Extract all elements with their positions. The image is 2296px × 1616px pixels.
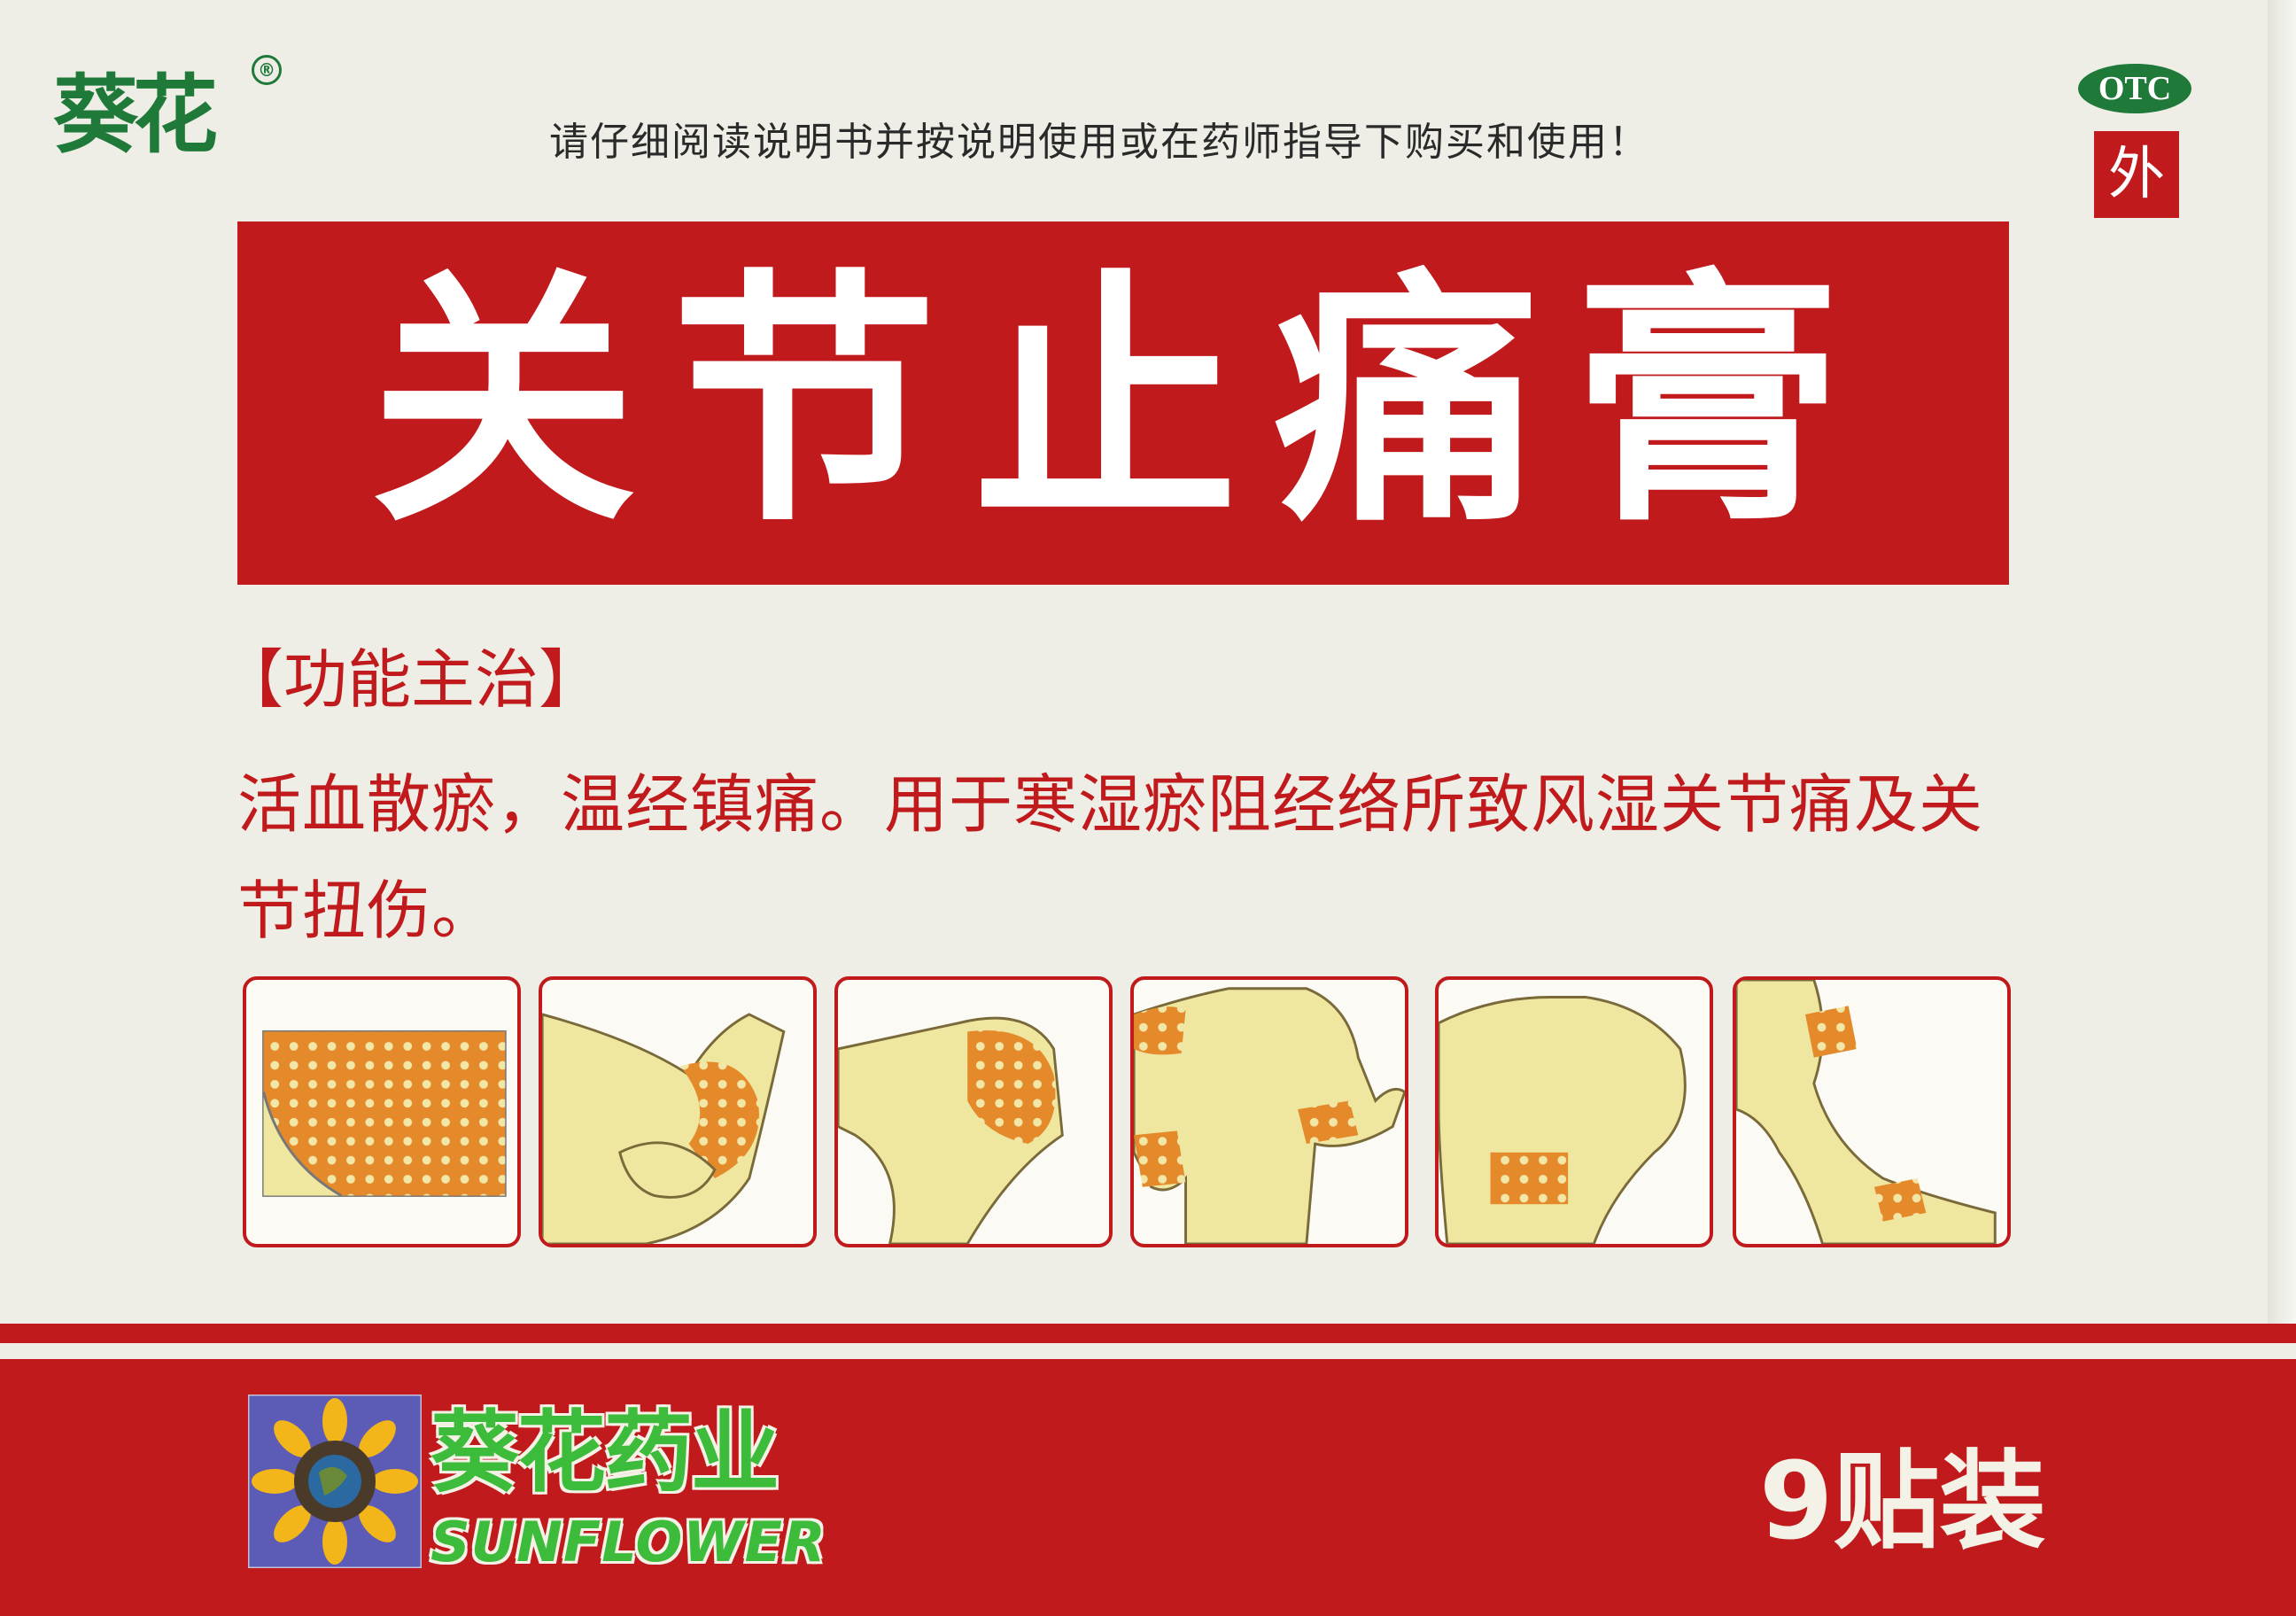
footer-stripe-gap <box>0 1343 2296 1359</box>
external-use-badge: 外 <box>2094 131 2179 218</box>
illustration-panel-knee-side <box>539 976 817 1247</box>
knee-front-icon <box>838 980 1109 1244</box>
registered-mark: ® <box>252 55 282 85</box>
knee-side-icon <box>542 980 813 1244</box>
product-title: 关节止痛膏 <box>237 221 2009 585</box>
sunflower-logo-icon <box>248 1395 422 1568</box>
package-count: 9贴装 <box>1759 1449 2046 1556</box>
company-name: 葵花药业 <box>430 1409 778 1497</box>
illustration-panel-lower-back <box>1435 976 1713 1247</box>
illustration-panel-knee-front <box>834 976 1113 1247</box>
leg-ankle-icon <box>1736 980 2007 1244</box>
illustration-panel-shoulder-wrist <box>1130 976 1408 1247</box>
shoulder-wrist-icon <box>1134 980 1405 1244</box>
company-name-en: SUNFLOWER <box>430 1515 826 1570</box>
footer-stripe <box>0 1324 2296 1343</box>
illustration-panel-leg-ankle <box>1733 976 2011 1247</box>
usage-warning: 请仔细阅读说明书并按说明使用或在药师指导下购买和使用！ <box>549 110 1649 167</box>
lower-back-icon <box>1439 980 1710 1244</box>
otc-badge: OTC <box>2078 64 2191 113</box>
illustration-panel-patch <box>243 976 521 1247</box>
indications-heading: 【功能主治】 <box>220 645 602 715</box>
indications-description: 活血散瘀，温经镇痛。用于寒湿瘀阻经络所致风湿关节痛及关节扭伤。 <box>237 751 2044 964</box>
brand-logo: 葵花 <box>53 73 213 158</box>
patch-sheet-icon <box>246 980 517 1244</box>
